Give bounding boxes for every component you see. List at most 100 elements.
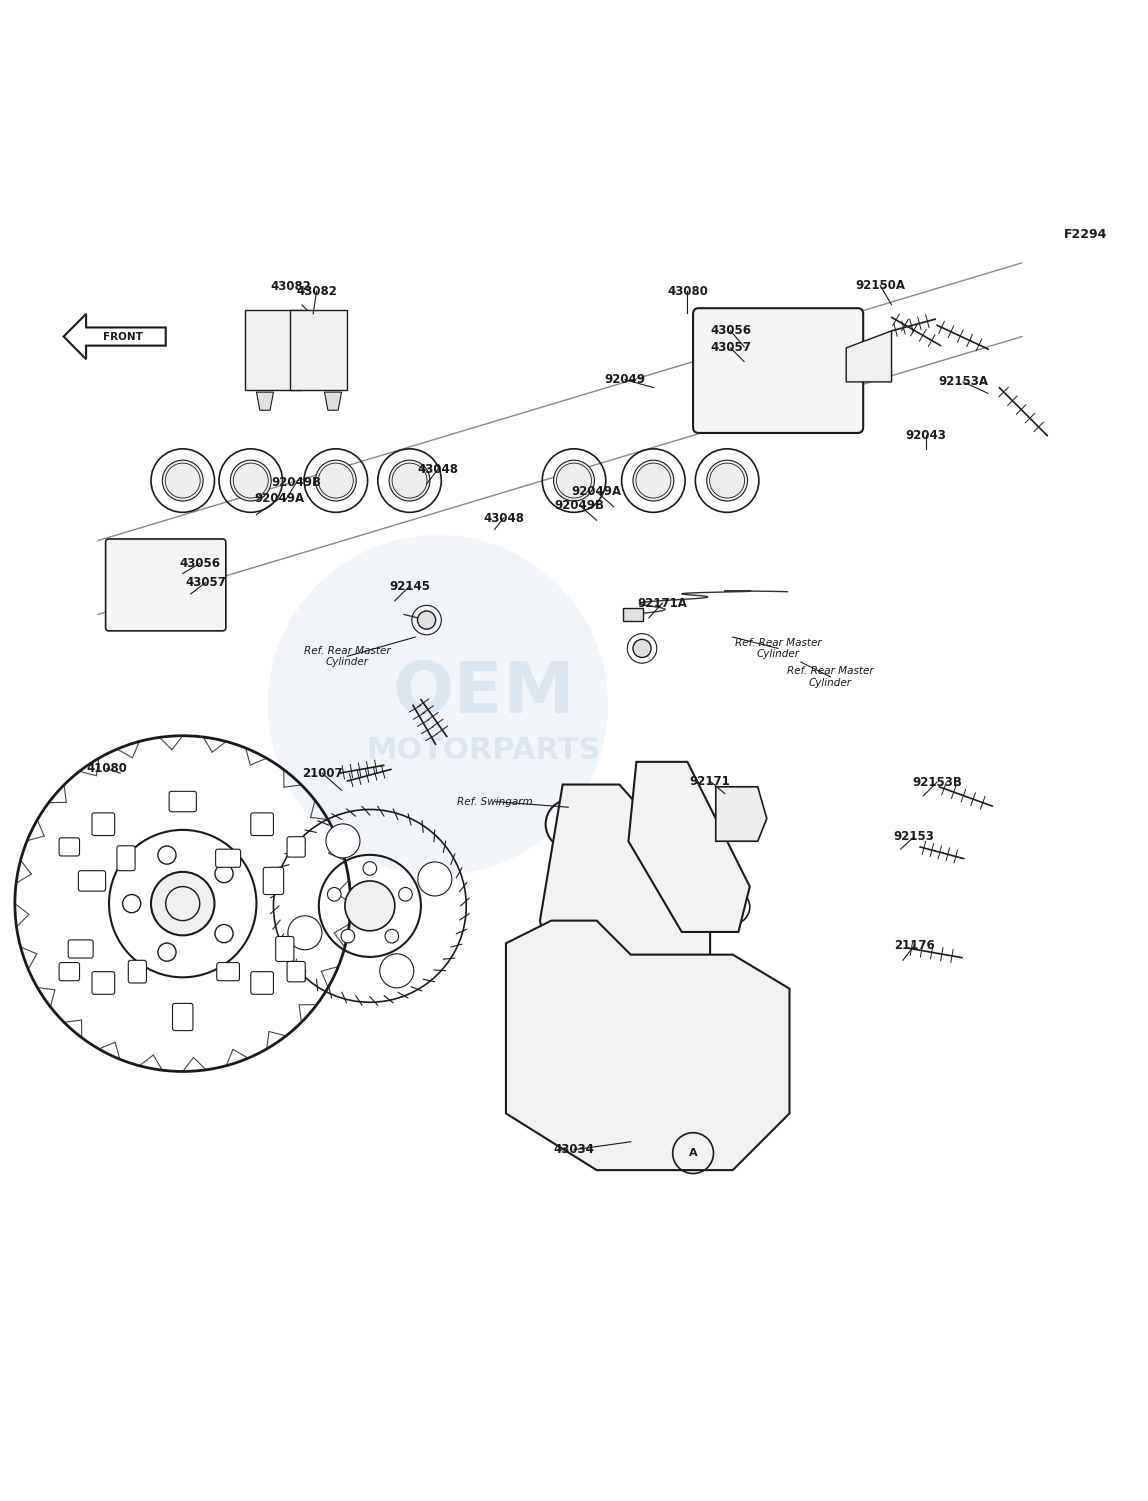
Polygon shape: [506, 920, 790, 1171]
Text: 43056: 43056: [709, 324, 751, 338]
Circle shape: [728, 344, 737, 353]
Circle shape: [545, 799, 596, 850]
Text: 43048: 43048: [418, 462, 458, 476]
Circle shape: [316, 461, 356, 501]
Circle shape: [761, 354, 796, 387]
Circle shape: [158, 847, 176, 865]
Circle shape: [639, 776, 681, 817]
Bar: [622, 608, 643, 621]
Polygon shape: [256, 392, 273, 410]
Polygon shape: [846, 330, 892, 381]
Text: 21007: 21007: [302, 767, 342, 779]
Text: MOTORPARTS: MOTORPARTS: [366, 735, 600, 766]
Text: 92153: 92153: [894, 830, 934, 844]
Circle shape: [158, 943, 176, 961]
Text: F2294: F2294: [1064, 228, 1107, 242]
Polygon shape: [628, 763, 750, 932]
FancyBboxPatch shape: [59, 962, 79, 980]
Text: FRONT: FRONT: [103, 332, 142, 342]
Text: 92049B: 92049B: [271, 476, 321, 489]
FancyBboxPatch shape: [263, 868, 284, 895]
Text: 92153B: 92153B: [912, 776, 962, 788]
Text: Ref. Rear Master
Cylinder: Ref. Rear Master Cylinder: [735, 638, 822, 659]
Bar: [290, 311, 347, 390]
Circle shape: [326, 824, 360, 859]
Text: 92171A: 92171A: [637, 596, 688, 609]
Circle shape: [722, 800, 750, 827]
Text: 43082: 43082: [270, 281, 311, 294]
Circle shape: [819, 344, 828, 353]
Circle shape: [123, 895, 141, 913]
Text: OEM: OEM: [391, 659, 575, 728]
Text: 92049A: 92049A: [572, 485, 622, 498]
Circle shape: [385, 929, 398, 943]
FancyBboxPatch shape: [92, 971, 115, 994]
FancyBboxPatch shape: [287, 962, 305, 982]
Circle shape: [152, 872, 215, 935]
Text: 92049B: 92049B: [554, 498, 605, 512]
Circle shape: [344, 881, 395, 931]
Polygon shape: [325, 392, 341, 410]
FancyBboxPatch shape: [276, 937, 294, 962]
Text: 43034: 43034: [553, 1144, 595, 1156]
Text: Ref. Rear Master
Cylinder: Ref. Rear Master Cylinder: [304, 645, 390, 666]
Polygon shape: [715, 787, 767, 841]
FancyBboxPatch shape: [78, 871, 106, 892]
Text: A: A: [689, 1148, 697, 1159]
Circle shape: [109, 602, 132, 624]
Polygon shape: [540, 785, 711, 1022]
FancyBboxPatch shape: [59, 838, 79, 856]
Text: 92043: 92043: [905, 429, 946, 441]
Circle shape: [341, 929, 355, 943]
Circle shape: [231, 461, 271, 501]
Text: 43057: 43057: [711, 341, 751, 354]
FancyBboxPatch shape: [172, 1003, 193, 1031]
Text: Ref. Rear Master
Cylinder: Ref. Rear Master Cylinder: [788, 666, 874, 687]
Text: 21176: 21176: [894, 940, 934, 952]
Text: Ref. Swingarm: Ref. Swingarm: [457, 797, 533, 806]
FancyBboxPatch shape: [217, 962, 240, 980]
Circle shape: [389, 461, 430, 501]
FancyBboxPatch shape: [287, 836, 305, 857]
Circle shape: [288, 916, 321, 950]
Text: 43056: 43056: [179, 557, 220, 570]
FancyBboxPatch shape: [92, 814, 115, 836]
Circle shape: [398, 887, 412, 901]
Circle shape: [707, 461, 747, 501]
FancyBboxPatch shape: [250, 814, 273, 836]
Circle shape: [363, 862, 377, 875]
Text: 92150A: 92150A: [855, 279, 906, 293]
FancyBboxPatch shape: [129, 961, 147, 983]
Text: 92049A: 92049A: [254, 492, 304, 506]
Text: 43048: 43048: [483, 512, 525, 524]
Text: 92145: 92145: [389, 579, 430, 593]
Circle shape: [691, 991, 731, 1031]
Bar: [246, 311, 302, 390]
Circle shape: [380, 953, 413, 988]
Circle shape: [553, 461, 595, 501]
Text: 43082: 43082: [296, 285, 338, 297]
Text: 92171: 92171: [690, 775, 730, 788]
FancyBboxPatch shape: [169, 791, 196, 812]
FancyBboxPatch shape: [216, 850, 241, 868]
Circle shape: [162, 461, 203, 501]
Circle shape: [728, 389, 737, 398]
Polygon shape: [63, 314, 165, 359]
Text: 92153A: 92153A: [938, 375, 988, 389]
FancyBboxPatch shape: [117, 845, 135, 871]
Text: 43057: 43057: [185, 576, 226, 590]
Circle shape: [633, 639, 651, 657]
Circle shape: [267, 534, 608, 875]
Text: 92049: 92049: [605, 374, 645, 386]
FancyBboxPatch shape: [250, 971, 273, 994]
FancyBboxPatch shape: [68, 940, 93, 958]
Circle shape: [215, 865, 233, 883]
Circle shape: [418, 862, 452, 896]
Circle shape: [418, 611, 435, 629]
Circle shape: [819, 389, 828, 398]
Circle shape: [619, 1096, 682, 1159]
FancyBboxPatch shape: [693, 308, 863, 432]
FancyBboxPatch shape: [106, 539, 226, 630]
Circle shape: [715, 890, 750, 925]
Circle shape: [215, 925, 233, 943]
